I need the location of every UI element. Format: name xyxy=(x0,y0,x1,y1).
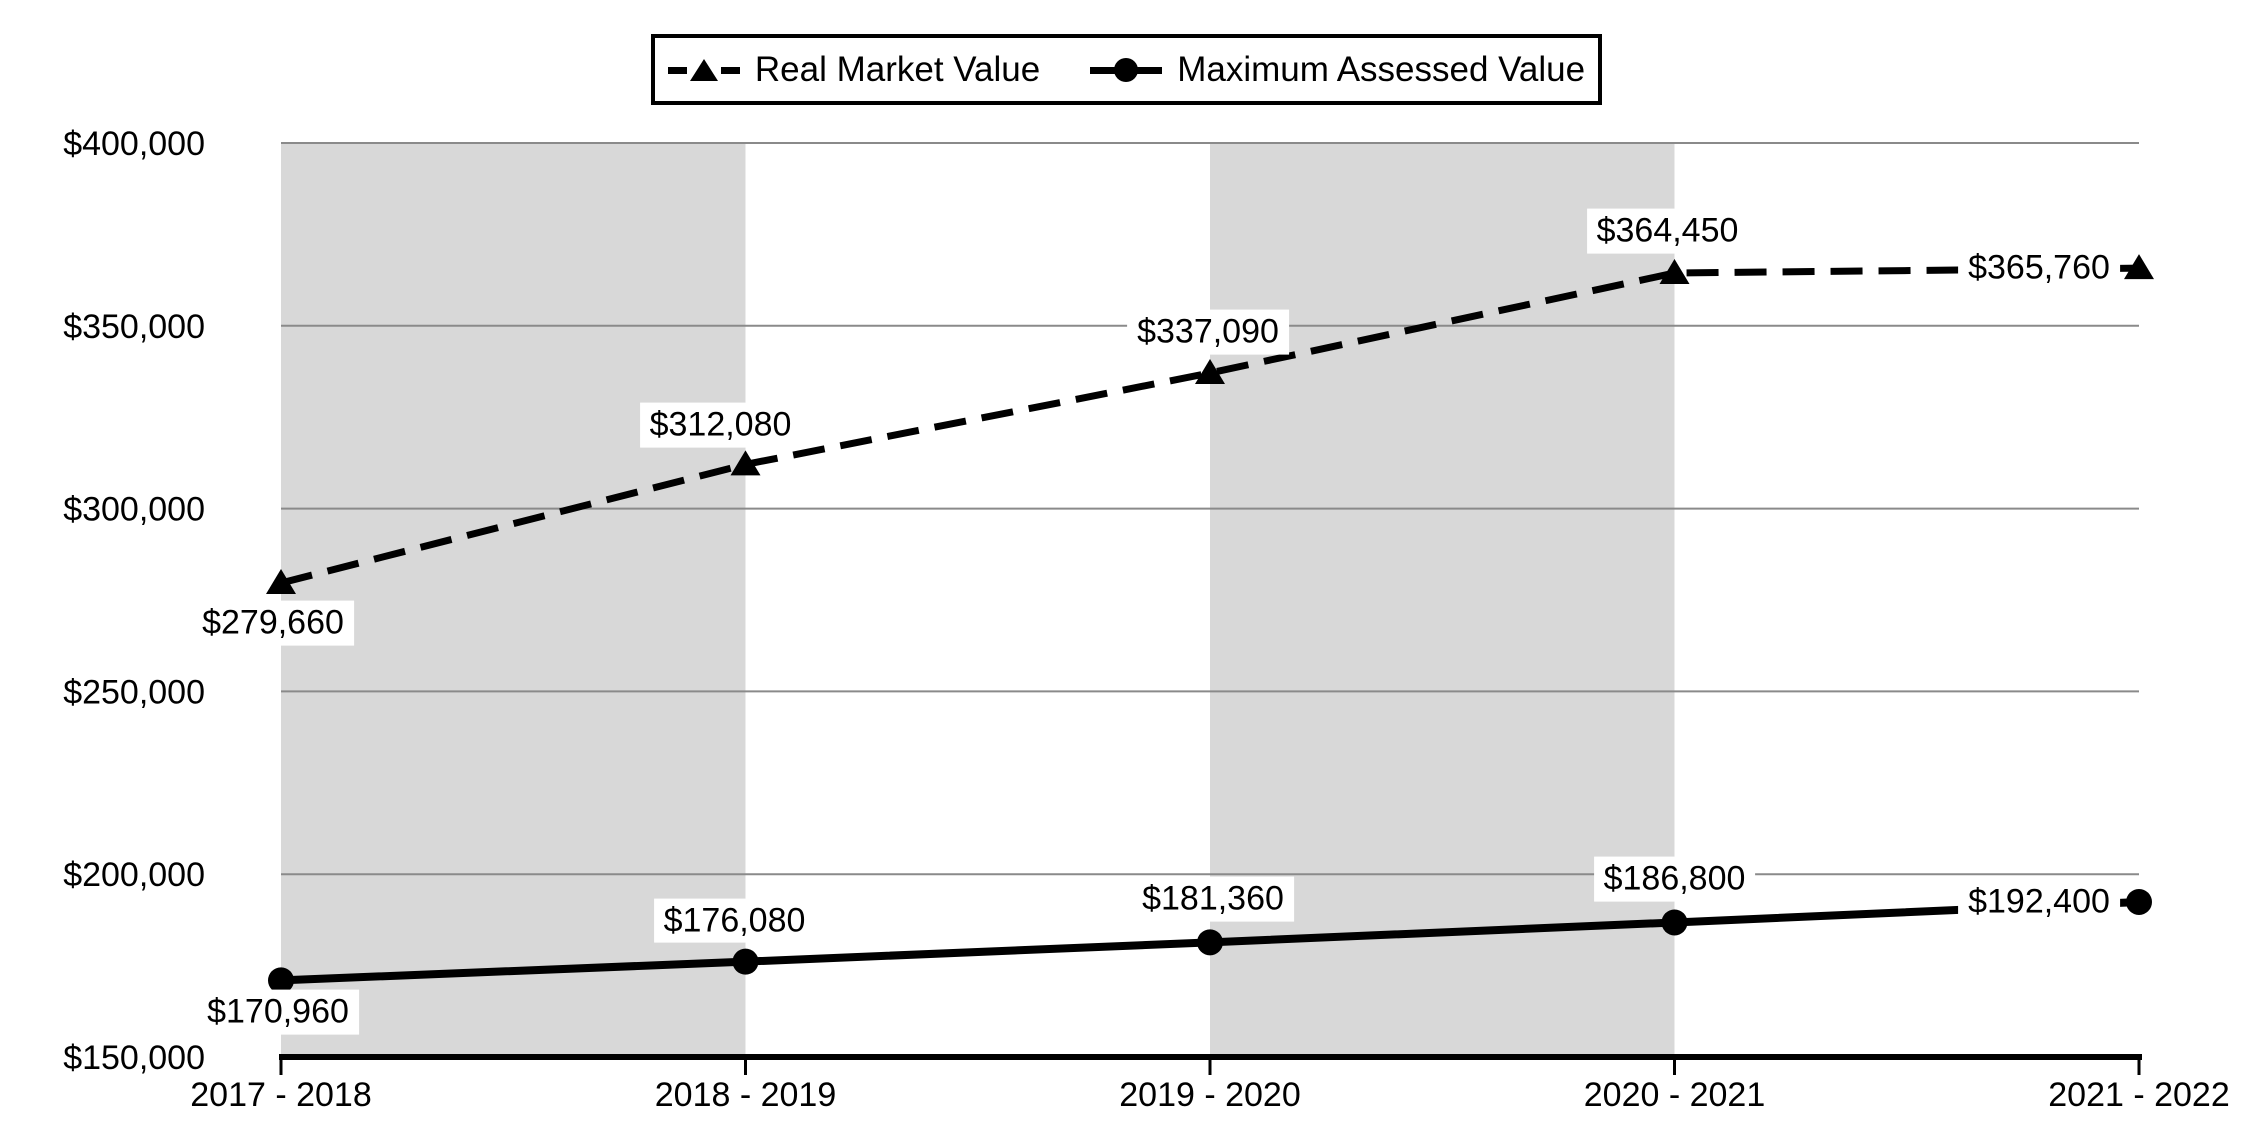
gridlines xyxy=(281,142,2139,876)
y-axis-tick-label: $300,000 xyxy=(63,491,205,529)
x-axis-tick-label: 2021 - 2022 xyxy=(2048,1076,2230,1114)
x-axis-tick-label: 2018 - 2019 xyxy=(655,1076,837,1114)
x-axis-tick-label: 2019 - 2020 xyxy=(1119,1076,1301,1114)
legend-label: Real Market Value xyxy=(754,49,1041,89)
triangle-marker xyxy=(730,450,761,476)
y-axis-tick-label: $350,000 xyxy=(63,308,205,346)
triangle-marker xyxy=(1659,258,1690,284)
shaded-bands xyxy=(281,143,1675,1057)
series-markers xyxy=(266,254,2154,994)
x-axis-tick-label: 2020 - 2021 xyxy=(1584,1076,1766,1114)
dashed-line-triangle-marker-icon xyxy=(667,58,740,81)
triangle-marker xyxy=(266,568,296,594)
x-axis xyxy=(279,1054,2142,1075)
y-axis-tick-label: $250,000 xyxy=(63,673,205,711)
triangle-marker xyxy=(1195,358,1225,384)
circle-marker xyxy=(1197,929,1223,956)
y-axis-tick-label: $150,000 xyxy=(63,1039,205,1077)
legend-item-real-market-value: Real Market Value xyxy=(667,49,1041,90)
y-axis-tick-labels: $150,000 $200,000 $250,000 $300,000 $350,000… xyxy=(63,125,205,1077)
y-axis-tick-label: $200,000 xyxy=(63,856,205,894)
circle-marker xyxy=(268,967,294,994)
x-axis-tick-labels: 2017 - 2018 2018 - 2019 2019 - 2020 2020 - … xyxy=(190,1076,2230,1114)
triangle-marker xyxy=(2124,254,2154,280)
y-axis-tick-label: $400,000 xyxy=(63,125,205,163)
legend-item-maximum-assessed-value: Maximum Assessed Value xyxy=(1090,50,1585,90)
circle-marker xyxy=(732,948,759,975)
legend-label: Maximum Assessed Value xyxy=(1177,49,1586,89)
shaded-band xyxy=(1210,143,1675,1057)
shaded-band xyxy=(281,143,746,1057)
chart-legend: Real Market Value Maximum Assessed Value xyxy=(651,34,1602,105)
x-axis-tick-label: 2017 - 2018 xyxy=(190,1076,372,1114)
circle-marker xyxy=(2126,888,2152,915)
series-line-real-market-value xyxy=(280,264,2140,587)
circle-marker xyxy=(1661,909,1688,936)
solid-line-circle-marker-icon xyxy=(1090,57,1163,82)
